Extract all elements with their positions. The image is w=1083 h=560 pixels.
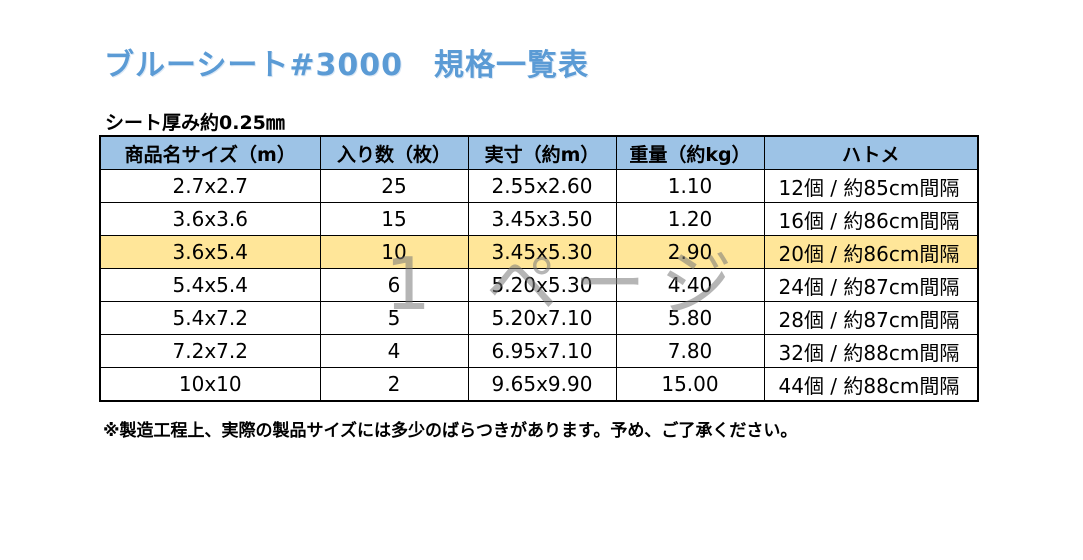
page-title: ブルーシート#3000 規格一覧表 xyxy=(104,48,590,83)
cell-product-size: 10x10 xyxy=(99,367,321,402)
sheet-thickness-label: シート厚み約0.25㎜ xyxy=(105,112,285,134)
cell-grommets: 16個 / 約86cm間隔 xyxy=(763,202,979,236)
table-row: 2.7x2.7 25 2.55x2.60 1.10 12個 / 約85cm間隔 xyxy=(99,169,979,203)
table-row: 7.2x7.2 4 6.95x7.10 7.80 32個 / 約88cm間隔 xyxy=(99,334,979,368)
cell-weight: 1.10 xyxy=(615,169,765,203)
cell-quantity: 5 xyxy=(319,301,469,335)
cell-grommets: 32個 / 約88cm間隔 xyxy=(763,334,979,368)
cell-weight: 7.80 xyxy=(615,334,765,368)
cell-weight: 2.90 xyxy=(615,235,765,269)
spec-table: 商品名サイズ（m） 入り数（枚） 実寸（約m） 重量（約kg） ハトメ 2.7x… xyxy=(99,135,979,402)
cell-actual-size: 5.20x7.10 xyxy=(467,301,617,335)
cell-product-size: 3.6x3.6 xyxy=(99,202,321,236)
table-row: 3.6x5.4 10 3.45x5.30 2.90 20個 / 約86cm間隔 xyxy=(99,235,979,269)
cell-actual-size: 3.45x5.30 xyxy=(467,235,617,269)
cell-actual-size: 9.65x9.90 xyxy=(467,367,617,402)
cell-grommets: 20個 / 約86cm間隔 xyxy=(763,235,979,269)
cell-quantity: 2 xyxy=(319,367,469,402)
cell-weight: 5.80 xyxy=(615,301,765,335)
cell-product-size: 3.6x5.4 xyxy=(99,235,321,269)
cell-product-size: 5.4x5.4 xyxy=(99,268,321,302)
header-grommets: ハトメ xyxy=(763,135,979,170)
table-row: 5.4x7.2 5 5.20x7.10 5.80 28個 / 約87cm間隔 xyxy=(99,301,979,335)
table-row: 10x10 2 9.65x9.90 15.00 44個 / 約88cm間隔 xyxy=(99,367,979,402)
cell-weight: 15.00 xyxy=(615,367,765,402)
cell-weight: 4.40 xyxy=(615,268,765,302)
header-quantity: 入り数（枚） xyxy=(319,135,469,170)
cell-weight: 1.20 xyxy=(615,202,765,236)
cell-actual-size: 6.95x7.10 xyxy=(467,334,617,368)
table-row: 3.6x3.6 15 3.45x3.50 1.20 16個 / 約86cm間隔 xyxy=(99,202,979,236)
cell-product-size: 2.7x2.7 xyxy=(99,169,321,203)
cell-quantity: 6 xyxy=(319,268,469,302)
cell-actual-size: 5.20x5.30 xyxy=(467,268,617,302)
cell-quantity: 15 xyxy=(319,202,469,236)
cell-grommets: 44個 / 約88cm間隔 xyxy=(763,367,979,402)
cell-quantity: 25 xyxy=(319,169,469,203)
table-header-row: 商品名サイズ（m） 入り数（枚） 実寸（約m） 重量（約kg） ハトメ xyxy=(99,135,979,170)
header-actual-size: 実寸（約m） xyxy=(467,135,617,170)
header-product-size: 商品名サイズ（m） xyxy=(99,135,321,170)
cell-product-size: 5.4x7.2 xyxy=(99,301,321,335)
cell-actual-size: 3.45x3.50 xyxy=(467,202,617,236)
cell-grommets: 12個 / 約85cm間隔 xyxy=(763,169,979,203)
cell-grommets: 28個 / 約87cm間隔 xyxy=(763,301,979,335)
manufacturing-note: ※製造工程上、実際の製品サイズには多少のばらつきがあります。予め、ご了承ください… xyxy=(103,421,798,441)
cell-quantity: 4 xyxy=(319,334,469,368)
cell-grommets: 24個 / 約87cm間隔 xyxy=(763,268,979,302)
cell-product-size: 7.2x7.2 xyxy=(99,334,321,368)
cell-quantity: 10 xyxy=(319,235,469,269)
cell-actual-size: 2.55x2.60 xyxy=(467,169,617,203)
header-weight: 重量（約kg） xyxy=(615,135,765,170)
table-row: 5.4x5.4 6 5.20x5.30 4.40 24個 / 約87cm間隔 xyxy=(99,268,979,302)
